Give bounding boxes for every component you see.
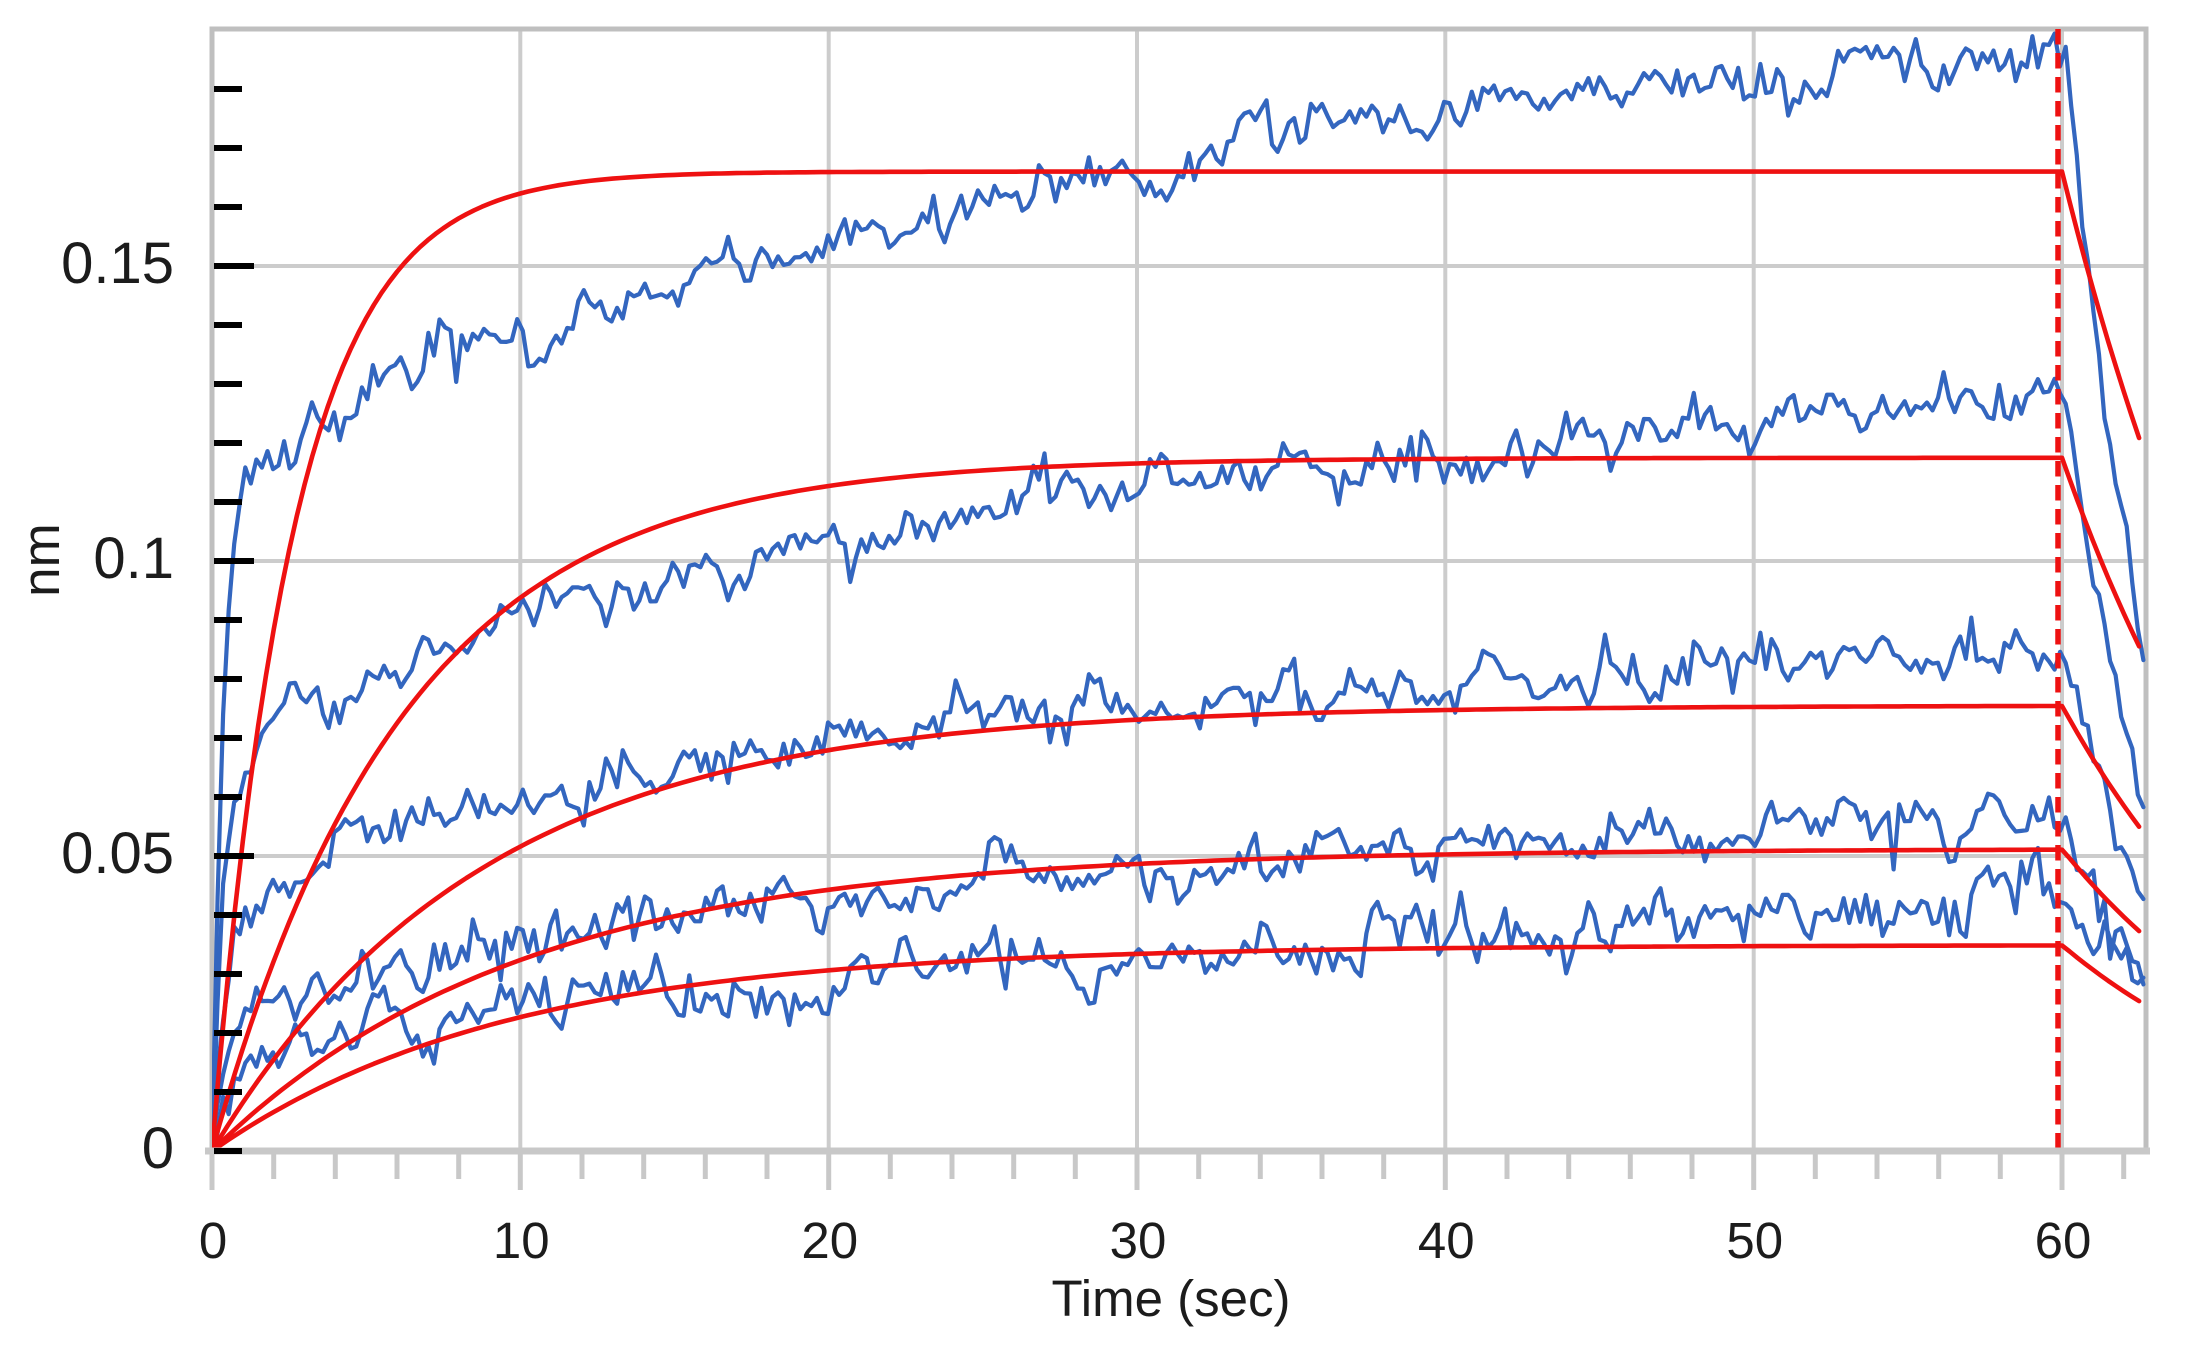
svg-text:30: 30: [1110, 1212, 1167, 1269]
svg-text:40: 40: [1418, 1212, 1475, 1269]
svg-text:0: 0: [199, 1212, 227, 1269]
svg-text:10: 10: [493, 1212, 550, 1269]
svg-text:60: 60: [2035, 1212, 2092, 1269]
svg-text:Time (sec): Time (sec): [1052, 1270, 1291, 1327]
svg-text:nm: nm: [12, 523, 71, 597]
svg-text:20: 20: [801, 1212, 858, 1269]
svg-text:0.15: 0.15: [61, 231, 174, 296]
svg-text:0.05: 0.05: [61, 821, 174, 886]
svg-text:0.1: 0.1: [93, 526, 174, 591]
svg-text:0: 0: [142, 1116, 174, 1181]
svg-text:50: 50: [1726, 1212, 1783, 1269]
